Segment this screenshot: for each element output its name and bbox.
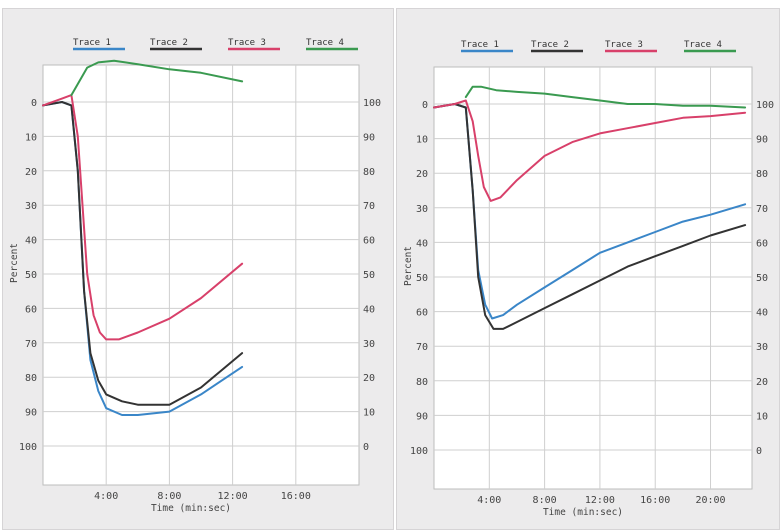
- y-axis-title: Percent: [9, 243, 20, 283]
- x-tick-label: 12:00: [585, 495, 615, 506]
- y-tick-label-right: 40: [756, 308, 768, 319]
- y-tick-label-right: 90: [756, 135, 768, 146]
- y-tick-label-left: 0: [31, 98, 37, 109]
- legend-entry-label: Trace 2: [150, 38, 188, 48]
- y-tick-label-left: 100: [410, 446, 428, 457]
- y-tick-label-right: 50: [363, 270, 375, 281]
- top-band: [0, 0, 782, 10]
- legend-entry-label: Trace 1: [461, 40, 499, 50]
- y-tick-label-left: 10: [416, 135, 428, 146]
- y-tick-label-left: 70: [25, 339, 37, 350]
- x-tick-label: 4:00: [94, 491, 118, 502]
- chart-left: 0102030405060708090100100908070605040302…: [9, 38, 381, 514]
- y-tick-label-right: 10: [363, 408, 375, 419]
- chart-right: 0102030405060708090100100908070605040302…: [403, 40, 774, 518]
- plot-area: [42, 64, 360, 486]
- legend-entry-label: Trace 4: [306, 38, 344, 48]
- x-axis-title: Time (min:sec): [151, 503, 231, 514]
- y-tick-label-left: 40: [416, 238, 428, 249]
- y-tick-label-right: 80: [363, 167, 375, 178]
- series-line: [464, 85, 747, 109]
- y-tick-label-left: 80: [416, 377, 428, 388]
- series-line: [433, 99, 747, 202]
- y-tick-label-left: 60: [25, 304, 37, 315]
- y-tick-label-left: 90: [416, 411, 428, 422]
- y-tick-label-left: 80: [25, 373, 37, 384]
- y-tick-label-left: 20: [416, 169, 428, 180]
- x-axis-title: Time (min:sec): [543, 507, 623, 518]
- y-tick-label-left: 0: [422, 100, 428, 111]
- x-tick-label: 8:00: [157, 491, 181, 502]
- y-axis-title: Percent: [403, 246, 414, 286]
- series-line: [70, 59, 244, 97]
- y-tick-label-left: 60: [416, 308, 428, 319]
- y-tick-label-right: 70: [363, 201, 375, 212]
- y-tick-label-right: 100: [363, 98, 381, 109]
- y-tick-label-left: 90: [25, 408, 37, 419]
- legend-entry-label: Trace 1: [73, 38, 111, 48]
- legend-entry-label: Trace 4: [684, 40, 722, 50]
- y-tick-label-right: 80: [756, 169, 768, 180]
- legend-entry-label: Trace 3: [605, 40, 643, 50]
- y-tick-label-right: 30: [363, 339, 375, 350]
- y-tick-label-left: 50: [416, 273, 428, 284]
- x-tick-label: 16:00: [640, 495, 670, 506]
- x-tick-label: 4:00: [477, 495, 501, 506]
- x-tick-label: 16:00: [281, 491, 311, 502]
- y-tick-label-right: 50: [756, 273, 768, 284]
- y-tick-label-right: 30: [756, 342, 768, 353]
- y-tick-label-right: 90: [363, 132, 375, 143]
- y-tick-label-right: 40: [363, 304, 375, 315]
- y-tick-label-left: 100: [19, 442, 37, 453]
- chart-panel-left: 0 10 20 30 40 50 60 70 80 90 100 100 90 80 70 60 50 40 30 2…: [2, 8, 394, 530]
- x-tick-label: 8:00: [533, 495, 557, 506]
- plot-area: [433, 66, 753, 490]
- x-tick-label: 12:00: [218, 491, 248, 502]
- y-tick-label-left: 10: [25, 132, 37, 143]
- legend-entry-label: Trace 3: [228, 38, 266, 48]
- x-tick-label: 20:00: [695, 495, 725, 506]
- y-tick-label-right: 100: [756, 100, 774, 111]
- y-tick-label-right: 10: [756, 411, 768, 422]
- series-line: [42, 101, 244, 406]
- y-tick-label-right: 70: [756, 204, 768, 215]
- y-tick-label-left: 30: [416, 204, 428, 215]
- y-tick-label-left: 20: [25, 167, 37, 178]
- y-tick-label-right: 60: [756, 238, 768, 249]
- y-tick-label-right: 0: [756, 446, 762, 457]
- y-tick-label-left: 70: [416, 342, 428, 353]
- y-tick-label-right: 0: [363, 442, 369, 453]
- series-line: [42, 94, 244, 341]
- y-tick-label-left: 30: [25, 201, 37, 212]
- y-tick-label-left: 50: [25, 270, 37, 281]
- y-tick-label-left: 40: [25, 236, 37, 247]
- series-line: [433, 103, 747, 330]
- y-tick-label-right: 60: [363, 236, 375, 247]
- y-tick-label-right: 20: [363, 373, 375, 384]
- y-tick-label-right: 20: [756, 377, 768, 388]
- chart-panel-right: 0 10 20 30 40 50 60 70 80 90 100 100 90 80 70 60 50 40 30 2…: [396, 8, 780, 530]
- legend-entry-label: Trace 2: [531, 40, 569, 50]
